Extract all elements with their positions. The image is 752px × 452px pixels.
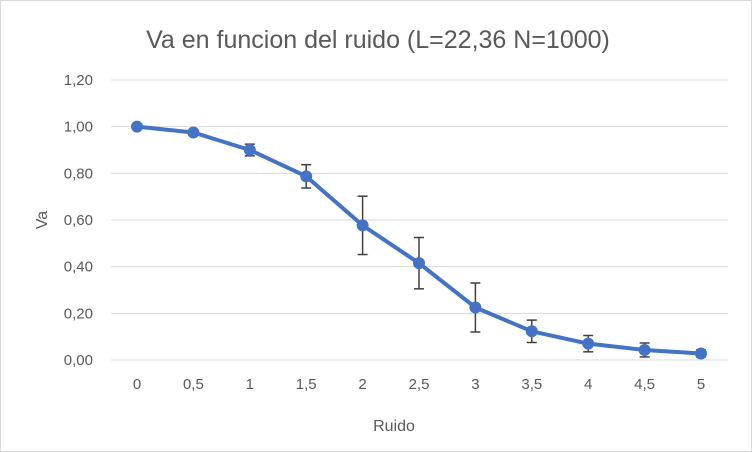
x-axis-title: Ruido (373, 418, 415, 435)
x-tick-label: 2,5 (409, 376, 430, 393)
y-tick-label: 0,60 (64, 212, 93, 229)
x-axis-tick-labels: 0 0,5 1 1,5 2 2,5 3 3,5 4 4,5 5 (133, 376, 705, 393)
y-tick-label: 1,20 (64, 72, 93, 89)
gridlines (111, 79, 728, 361)
x-tick-label: 0,5 (183, 376, 204, 393)
data-point (300, 170, 313, 183)
x-tick-label: 1 (246, 376, 254, 393)
error-bars (188, 130, 706, 358)
data-point (525, 325, 538, 338)
chart-title: Va en funcion del ruido (L=22,36 N=1000) (146, 26, 610, 54)
data-point (243, 144, 256, 156)
x-tick-label: 0 (133, 376, 141, 393)
y-axis-tick-labels: 0,00 0,20 0,40 0,60 0,80 1,00 1,20 (64, 72, 93, 369)
y-tick-label: 0,40 (64, 259, 93, 276)
y-tick-label: 0,00 (64, 352, 93, 369)
data-point (582, 337, 595, 350)
data-point (638, 343, 651, 356)
data-point (356, 219, 369, 232)
y-axis-title: Va (34, 211, 51, 229)
data-point (187, 126, 200, 139)
x-tick-label: 5 (697, 376, 705, 393)
data-point (131, 120, 143, 133)
x-tick-label: 3,5 (521, 376, 542, 393)
y-tick-label: 0,80 (64, 165, 93, 182)
y-tick-label: 0,20 (64, 305, 93, 322)
x-tick-label: 2 (358, 376, 366, 393)
x-tick-label: 3 (471, 376, 479, 393)
data-points (131, 120, 707, 360)
x-tick-label: 1,5 (296, 376, 317, 393)
x-tick-label: 4 (584, 376, 592, 393)
y-tick-label: 1,00 (64, 119, 93, 136)
data-point (469, 301, 482, 314)
data-point (695, 347, 707, 360)
data-point (413, 257, 425, 270)
x-tick-label: 4,5 (634, 376, 655, 393)
